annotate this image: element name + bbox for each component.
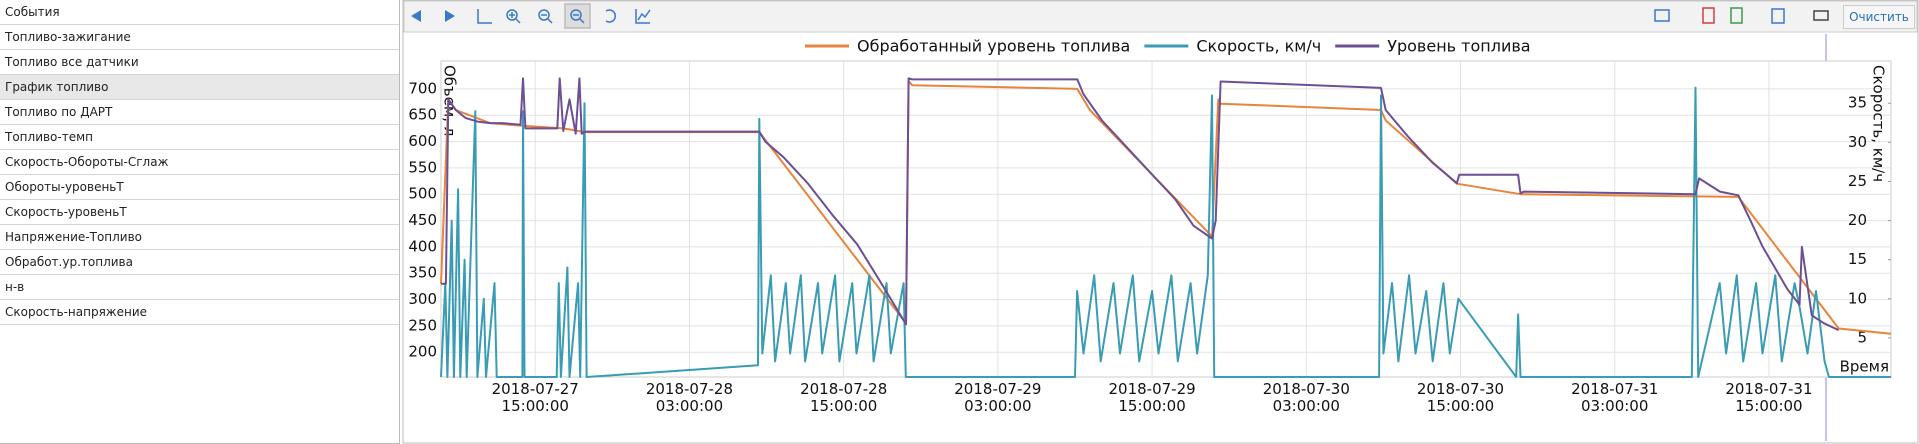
report-item[interactable]: Топливо все датчики [0, 50, 399, 75]
book-button[interactable] [1654, 9, 1670, 22]
y-tick-label: 500 [408, 185, 437, 203]
y2-tick-label: 5 [1857, 328, 1867, 346]
x-tick-label: 2018-07-29 15:00:00 [1108, 380, 1196, 415]
print-button[interactable] [1813, 10, 1829, 21]
legend-label: Обработанный уровень топлива [857, 37, 1130, 56]
report-list: События Топливо-зажигание Топливо все датч… [0, 0, 400, 444]
report-item[interactable]: Скорость-напряжение [0, 300, 399, 325]
x-tick-label: 2018-07-29 03:00:00 [954, 380, 1042, 415]
x-tick-label: 2018-07-30 03:00:00 [1262, 380, 1350, 415]
refresh-button[interactable] [605, 9, 616, 23]
y2-tick-label: 35 [1848, 94, 1867, 112]
x-axis-title: Время [1840, 358, 1889, 376]
x-tick-label: 2018-07-27 15:00:00 [491, 380, 579, 415]
y-tick-label: 300 [408, 290, 437, 308]
y-tick-label: 350 [408, 264, 437, 282]
plot-area [440, 60, 1892, 378]
series-line [440, 86, 1891, 378]
report-item[interactable]: н-в [0, 275, 399, 300]
y-tick-label: 450 [408, 211, 437, 229]
y2-tick-label: 10 [1848, 289, 1867, 307]
legend-label: Уровень топлива [1387, 37, 1530, 56]
x-tick-label: 2018-07-28 03:00:00 [645, 380, 734, 415]
report-item[interactable]: Напряжение-Топливо [0, 225, 399, 250]
chart-button[interactable] [635, 9, 651, 24]
excel-button[interactable] [1730, 7, 1743, 24]
export-button[interactable] [1771, 8, 1785, 24]
y-tick-label: 600 [408, 132, 437, 150]
zoom-out-button[interactable] [538, 9, 550, 21]
y-scale-button[interactable] [477, 9, 492, 24]
report-item[interactable]: График топливо [0, 75, 399, 100]
legend-label: Скорость, км/ч [1196, 37, 1321, 56]
zoom-reset-button[interactable] [564, 3, 591, 29]
report-item[interactable]: События [0, 0, 399, 25]
toolbar-icons[interactable] [411, 3, 1829, 29]
report-item[interactable]: Топливо-зажигание [0, 25, 399, 50]
y-tick-label: 700 [408, 79, 437, 97]
pdf-button[interactable] [1702, 7, 1715, 24]
y-tick-label: 200 [408, 343, 437, 361]
y-tick-label: 250 [408, 316, 437, 334]
y-tick-label: 400 [408, 237, 437, 255]
y2-axis-title: Скорость, км/ч [1870, 65, 1888, 182]
zoom-in-button[interactable] [506, 9, 518, 21]
x-tick-label: 2018-07-30 15:00:00 [1416, 380, 1505, 415]
toolbar [403, 0, 1918, 33]
report-item[interactable]: Топливо по ДАРТ [0, 100, 399, 125]
series-line [441, 77, 1840, 332]
report-item[interactable]: Скорость-Обороты-Сглаж [0, 150, 399, 175]
y2-tick-label: 30 [1848, 133, 1867, 151]
prev-button[interactable] [411, 10, 421, 22]
y2-tick-label: 20 [1848, 211, 1867, 229]
x-tick-label: 2018-07-31 03:00:00 [1571, 380, 1659, 415]
report-item[interactable]: Обороты-уровеньТ [0, 175, 399, 200]
y-tick-label: 550 [408, 158, 437, 176]
report-item[interactable]: Топливо-темп [0, 125, 399, 150]
y-tick-label: 650 [408, 106, 437, 124]
next-button[interactable] [445, 10, 455, 22]
x-tick-label: 2018-07-28 15:00:00 [800, 380, 888, 415]
report-item[interactable]: Скорость-уровеньТ [0, 200, 399, 225]
report-item[interactable]: Обработ.ур.топлива [0, 250, 399, 275]
x-tick-label: 2018-07-31 15:00:00 [1725, 380, 1813, 415]
y2-tick-label: 15 [1848, 250, 1867, 268]
y2-tick-label: 25 [1848, 172, 1867, 190]
clear-button[interactable]: Очистить [1843, 5, 1915, 29]
